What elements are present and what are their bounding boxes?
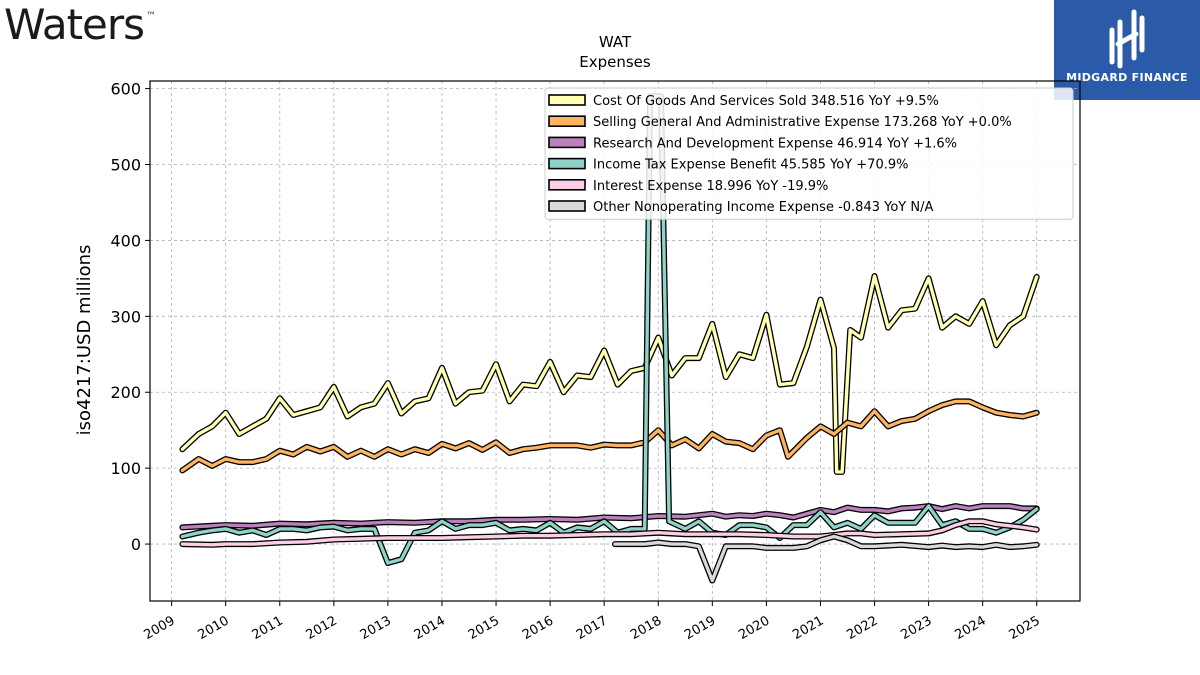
series-line-2 [179,398,1040,474]
legend-swatch [548,157,586,170]
x-tick-label: 2022 [844,613,880,643]
series-lines [179,93,1040,584]
x-tick-label: 2024 [953,613,989,643]
x-tick-label: 2016 [520,613,556,643]
y-tick-label: 600 [110,80,141,99]
midgard-finance-label: MIDGARD FINANCE [1066,71,1188,84]
x-tick-label: 2020 [736,613,772,643]
y-axis-label: iso4217:USD millions [74,245,95,436]
x-tick-label: 2013 [358,613,394,643]
x-tick-label: 2023 [898,613,934,643]
series-stroke [613,534,1039,583]
legend-swatch [548,94,586,106]
waters-logo: Waters ™ [4,0,156,49]
legend: Cost Of Goods And Services Sold 348.516 … [544,87,1074,220]
x-tick-label: 2009 [141,613,177,643]
y-tick-label: 500 [110,156,141,175]
x-tick-label: 2014 [412,613,448,643]
plot-frame [149,80,1081,602]
series-stroke [180,274,1039,474]
legend-entry-label: Selling General And Administrative Expen… [593,115,1012,130]
legend-entry-label: Interest Expense 18.996 YoY -19.9% [593,179,828,194]
x-tick-label: 2019 [682,613,718,643]
legend-entry-label: Other Nonoperating Income Expense -0.843… [593,200,933,215]
midgard-finance-watermark: MIDGARD FINANCE [1054,0,1200,100]
legend-swatch [548,179,586,191]
legend-box [544,87,1074,220]
logo-text: Waters [4,0,145,49]
series-stroke [180,519,1039,547]
legend-entry-label: Income Tax Expense Benefit 45.585 YoY +7… [593,158,908,173]
x-tick-label: 2025 [1007,613,1043,643]
x-tick-label: 2015 [466,613,502,643]
x-tick-label: 2011 [250,613,286,643]
legend-swatch [548,136,586,149]
series-stroke [180,399,1039,473]
series-line-5 [179,518,1040,548]
chart-title: WAT [599,33,632,51]
x-tick-label: 2021 [790,613,826,643]
legend-entry-label: Cost Of Goods And Services Sold 348.516 … [593,94,939,109]
legend-entry-label: Research And Development Expense 46.914 … [593,136,957,151]
y-tick-label: 300 [110,307,141,326]
midgard-emblem-icon [1109,9,1145,69]
y-tick-label: 100 [110,459,141,478]
chart-subtitle: Expenses [579,53,651,71]
series-line-6 [612,533,1040,584]
series-line-1 [179,273,1040,475]
x-tick-label: 2017 [574,613,610,643]
x-tick-label: 2018 [628,613,664,643]
trademark-symbol: ™ [146,11,156,22]
x-tick-label: 2012 [304,613,340,643]
y-tick-label: 200 [110,383,141,402]
legend-swatch [548,200,586,212]
y-tick-label: 400 [110,231,141,250]
x-tick-label: 2010 [196,613,232,643]
legend-swatch [548,115,586,127]
y-tick-label: 0 [131,535,141,554]
